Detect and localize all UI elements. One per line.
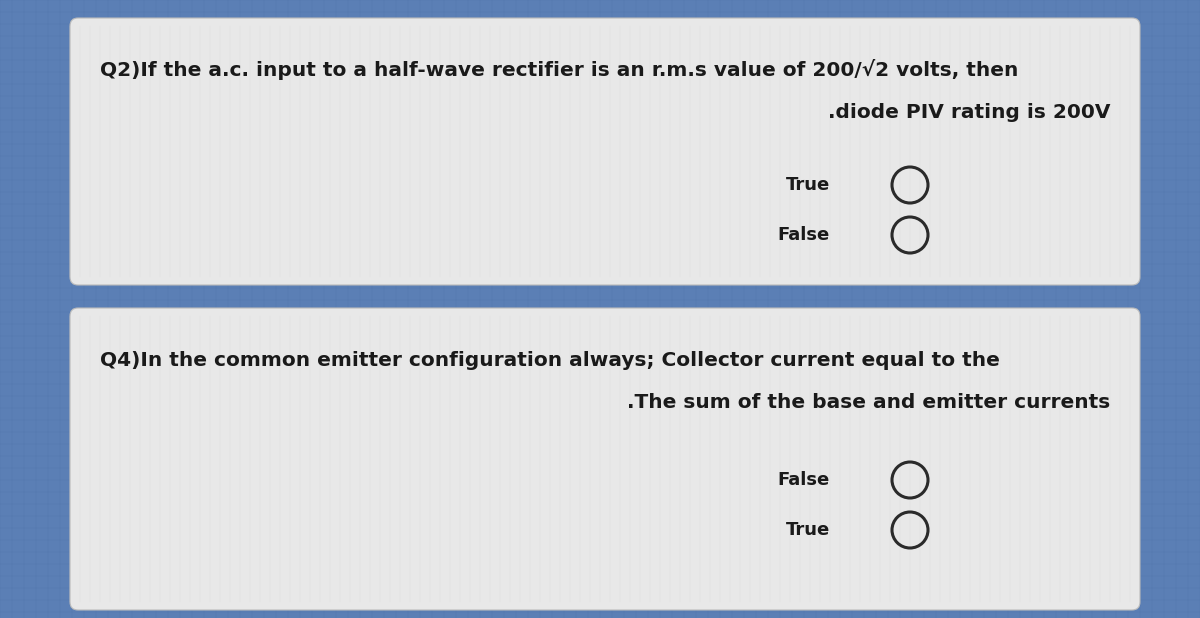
Text: Q4)In the common emitter configuration always; Collector current equal to the: Q4)In the common emitter configuration a… [100, 350, 1000, 370]
Text: True: True [786, 521, 830, 539]
Text: False: False [778, 471, 830, 489]
Text: True: True [786, 176, 830, 194]
Text: False: False [778, 226, 830, 244]
Text: Q2)If the a.c. input to a half-wave rectifier is an r.m.s value of 200/√2 volts,: Q2)If the a.c. input to a half-wave rect… [100, 59, 1019, 80]
FancyBboxPatch shape [70, 308, 1140, 610]
Text: .diode PIV rating is 200V: .diode PIV rating is 200V [828, 103, 1110, 122]
Text: .The sum of the base and emitter currents: .The sum of the base and emitter current… [626, 394, 1110, 412]
FancyBboxPatch shape [70, 18, 1140, 285]
